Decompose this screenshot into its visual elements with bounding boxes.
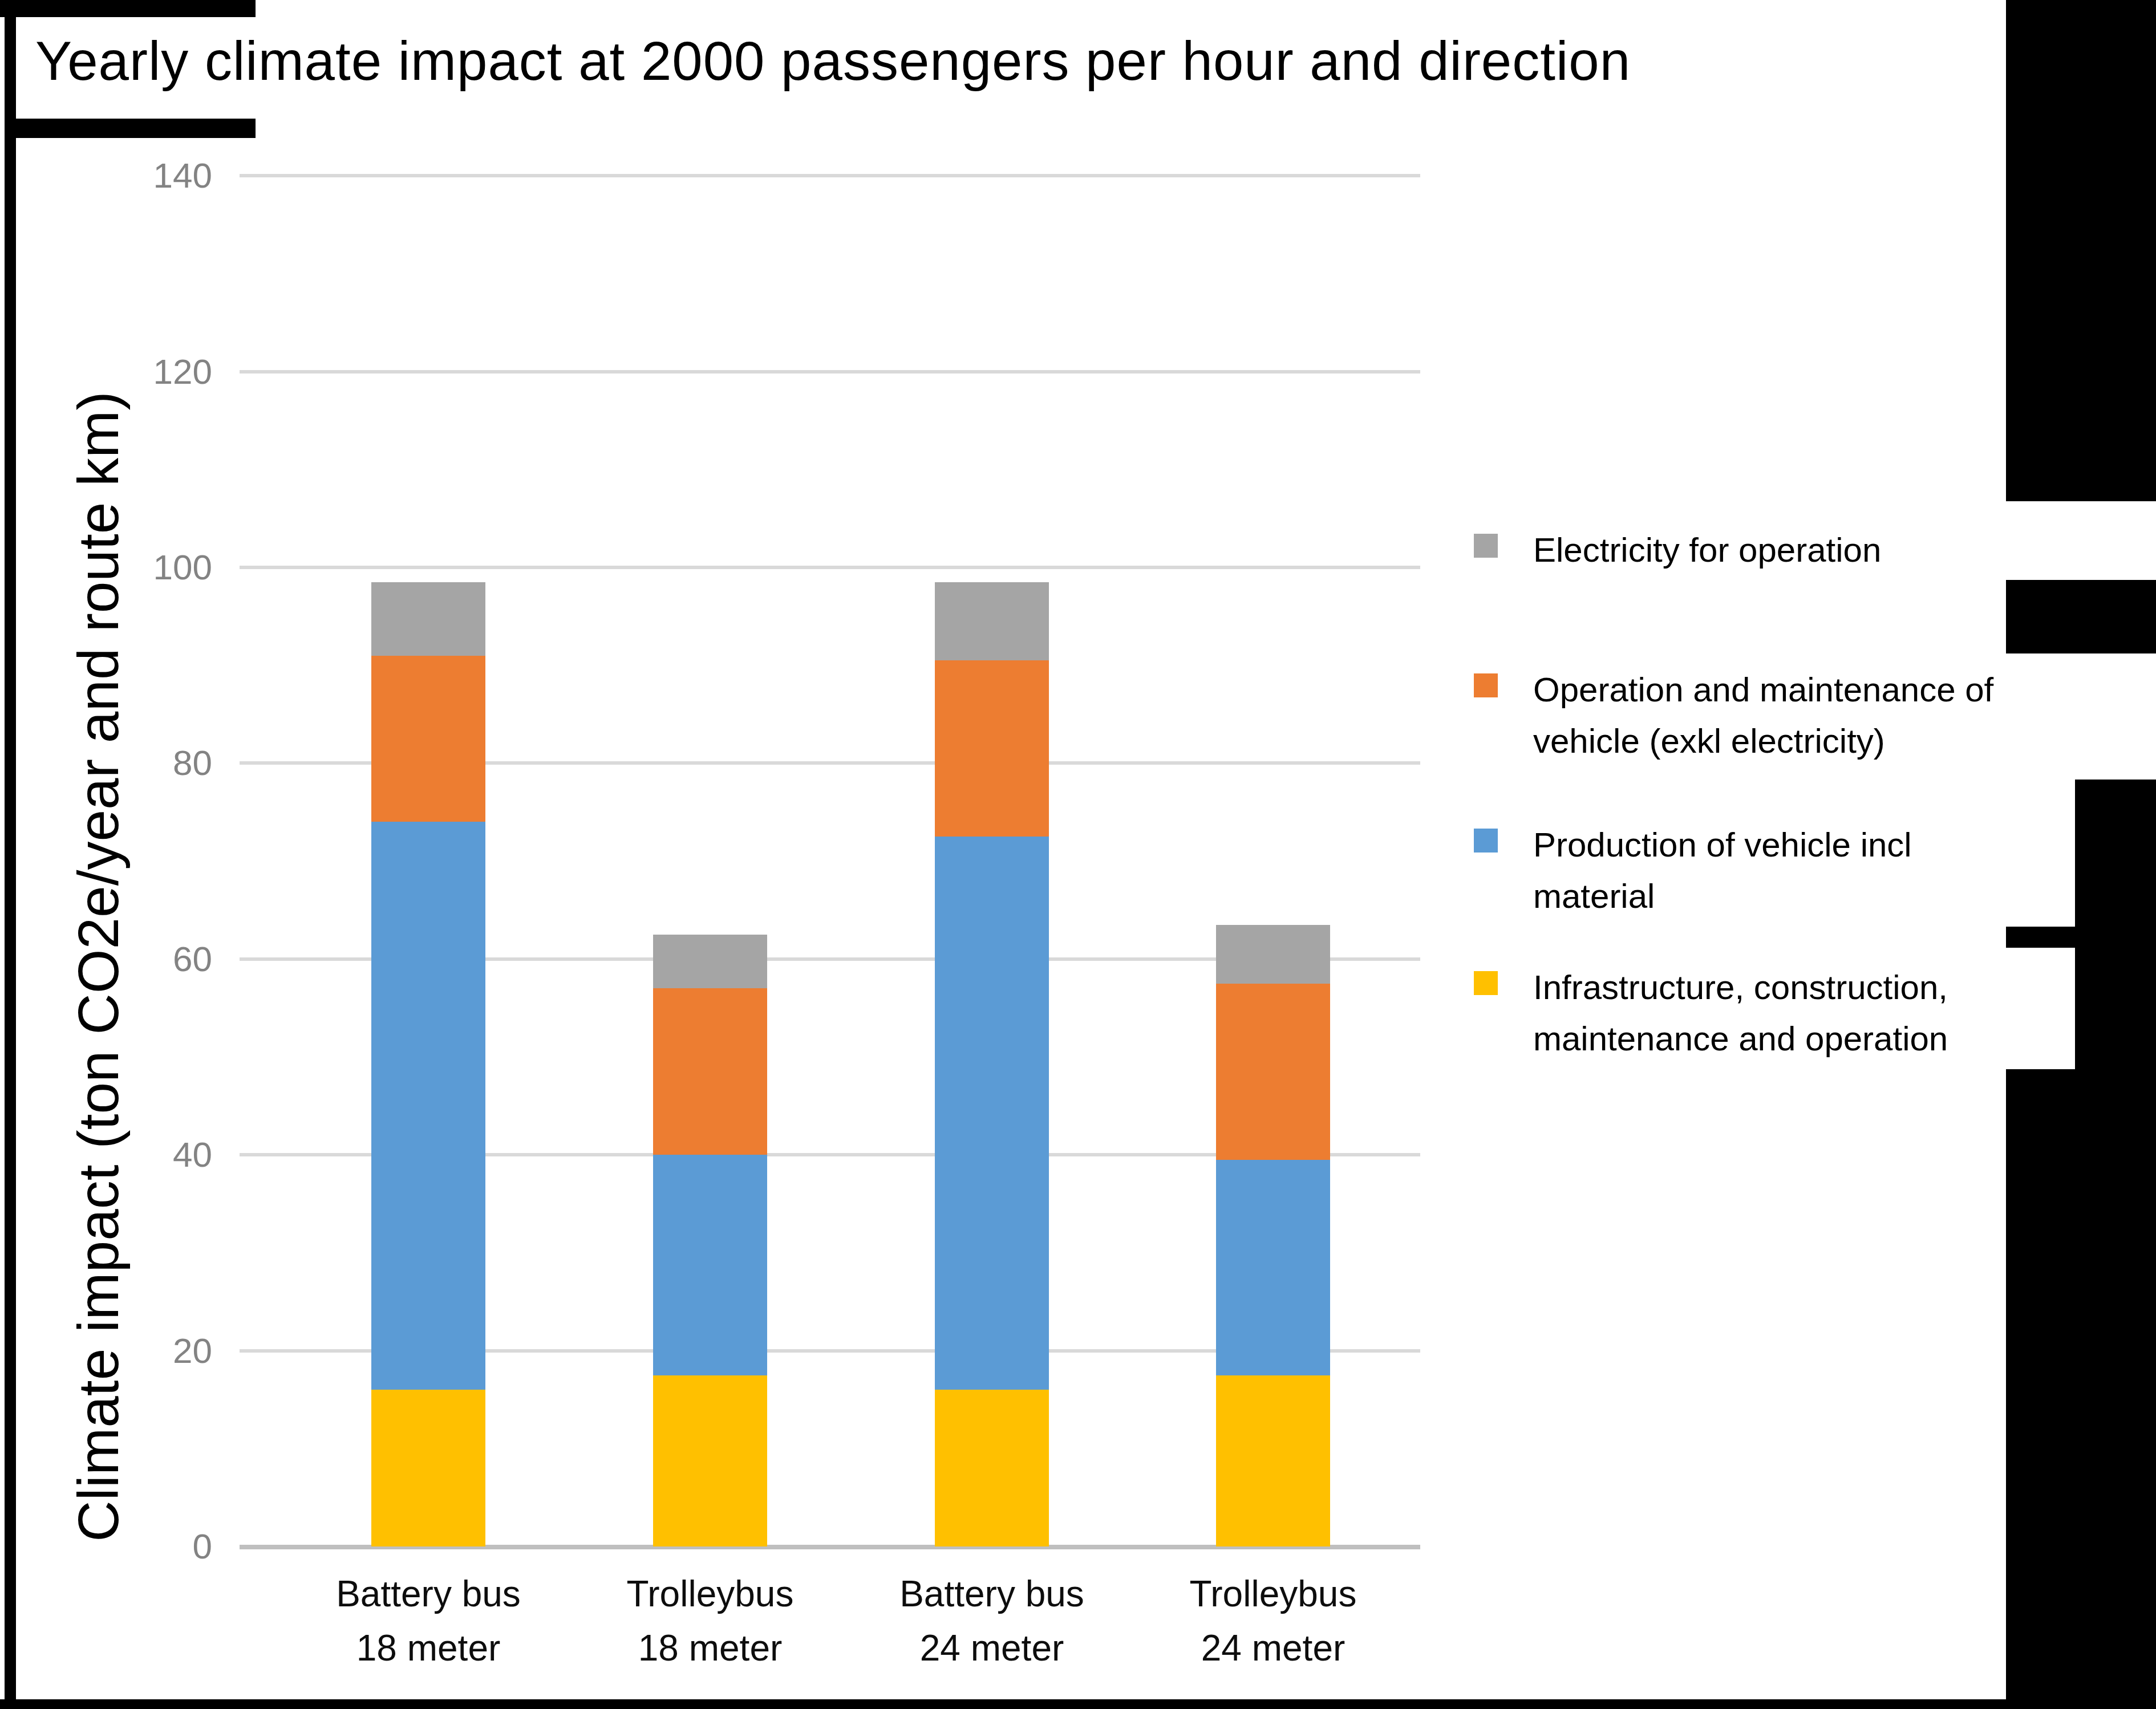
bar-3-segment-0 (1216, 1375, 1330, 1546)
bar-1-segment-2 (653, 988, 767, 1155)
y-tick-label-20: 20 (75, 1330, 212, 1371)
y-tick-label-140: 140 (75, 155, 212, 196)
bar-1-segment-1 (653, 1155, 767, 1375)
legend-swatch-icon (1474, 971, 1498, 995)
bar-1-segment-3 (653, 935, 767, 988)
bar-2-segment-2 (935, 660, 1049, 837)
y-gridline-140 (240, 174, 1420, 177)
bar-2-segment-3 (935, 582, 1049, 660)
legend-label: Electricity for operation (1533, 525, 2046, 576)
y-tick-label-40: 40 (75, 1134, 212, 1175)
legend-swatch-icon (1474, 829, 1498, 853)
y-gridline-120 (240, 370, 1420, 374)
legend-swatch-icon (1474, 673, 1498, 697)
category-label-1: Trolleybus 18 meter (562, 1567, 858, 1675)
y-tick-label-100: 100 (75, 547, 212, 587)
y-gridline-100 (240, 566, 1420, 569)
legend-label: Production of vehicle incl material (1533, 819, 2046, 922)
legend-label: Infrastructure, construction, maintenanc… (1533, 962, 2046, 1065)
y-tick-label-80: 80 (75, 742, 212, 783)
legend-swatch-icon (1474, 534, 1498, 558)
chart-canvas: Yearly climate impact at 2000 passengers… (0, 0, 2156, 1709)
y-tick-label-120: 120 (75, 351, 212, 392)
bar-0-segment-2 (371, 656, 485, 822)
bar-0-segment-3 (371, 582, 485, 656)
bar-3-segment-3 (1216, 925, 1330, 984)
bar-1-segment-0 (653, 1375, 767, 1546)
category-label-2: Battery bus 24 meter (844, 1567, 1140, 1675)
bar-3-segment-2 (1216, 984, 1330, 1160)
legend: Electricity for operation Operation and m… (1474, 0, 2101, 1709)
y-tick-label-60: 60 (75, 939, 212, 979)
category-label-3: Trolleybus 24 meter (1125, 1567, 1421, 1675)
category-label-0: Battery bus 18 meter (280, 1567, 577, 1675)
y-tick-label-0: 0 (75, 1526, 212, 1566)
bar-0-segment-0 (371, 1390, 485, 1546)
bar-2-segment-0 (935, 1390, 1049, 1546)
bar-2-segment-1 (935, 837, 1049, 1390)
legend-label: Operation and maintenance of vehicle (ex… (1533, 664, 2046, 767)
bar-0-segment-1 (371, 822, 485, 1390)
bar-3-segment-1 (1216, 1160, 1330, 1375)
